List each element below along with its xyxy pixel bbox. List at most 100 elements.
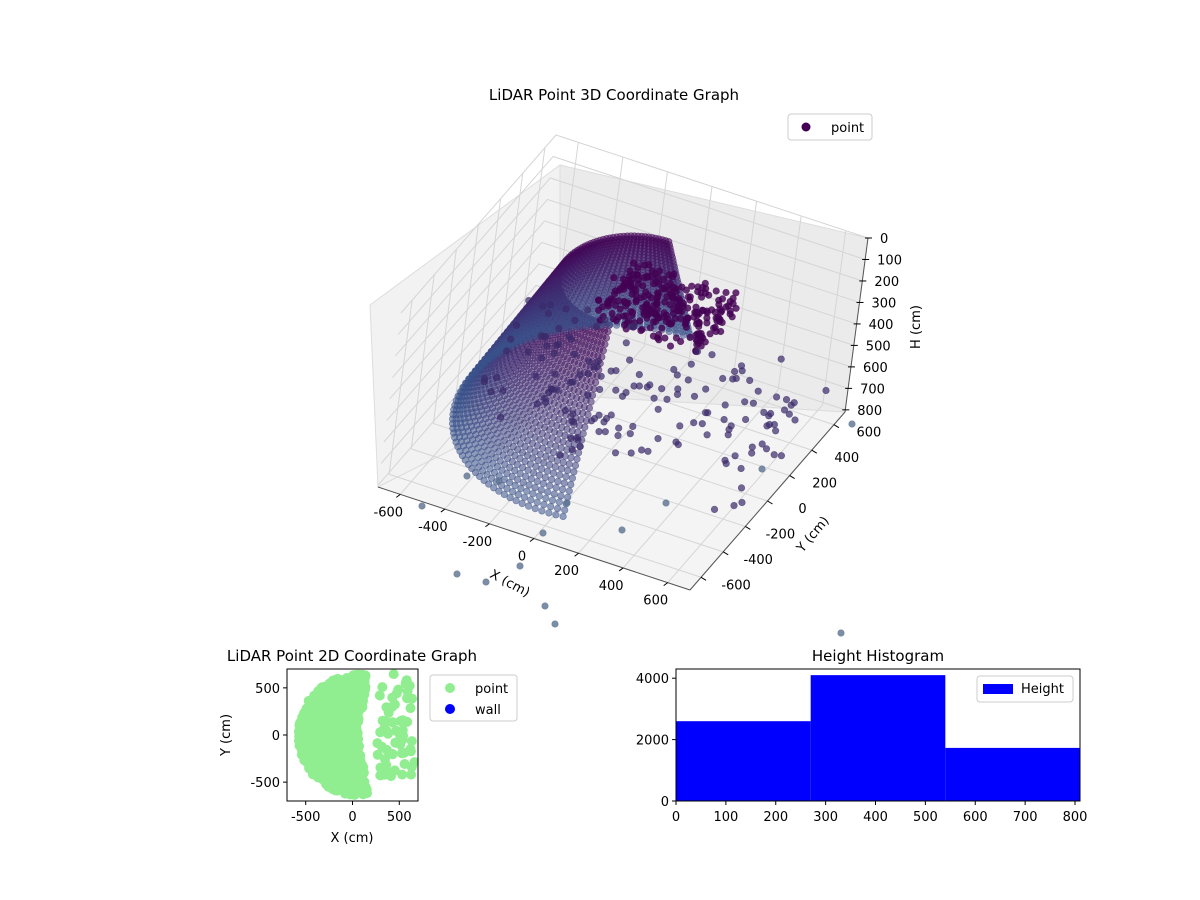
cloud-point-3d — [708, 351, 716, 359]
cloud-point-3d — [635, 371, 643, 379]
y-tick-label-2d: 0 — [272, 729, 280, 744]
cloud-point-3d — [674, 307, 682, 315]
cloud-point-3d — [591, 378, 600, 387]
cloud-point-3d — [549, 469, 558, 477]
cloud-point-3d — [644, 447, 652, 455]
cloud-point-3d — [493, 373, 501, 382]
cloud-point-3d — [702, 385, 710, 393]
legend-2d-point-label: point — [475, 682, 508, 697]
chart-2d-title: LiDAR Point 2D Coordinate Graph — [227, 647, 477, 665]
cloud-point-3d — [527, 475, 535, 483]
cloud-point-3d — [527, 496, 535, 504]
scatter-point-2d — [314, 761, 325, 772]
cloud-point-3d — [508, 488, 517, 496]
scatter-point-2d — [324, 678, 335, 689]
z-tick-label-3d: 600 — [863, 361, 888, 376]
cloud-point-3d — [670, 365, 678, 374]
cloud-point-3d — [561, 506, 569, 514]
cloud-point-3d — [706, 330, 714, 338]
scatter-point-2d — [335, 732, 346, 743]
scatter-point-2d — [335, 748, 346, 759]
cloud-point-3d — [674, 441, 682, 449]
z-tick-label-3d: 0 — [880, 232, 888, 247]
legend-histogram: Height — [976, 675, 1074, 703]
x-tick-label-3d: 400 — [599, 579, 624, 594]
cloud-point-3d — [662, 282, 670, 290]
cloud-point-3d — [552, 484, 560, 492]
cloud-point-3d — [567, 335, 575, 344]
cloud-point-3d — [551, 370, 559, 378]
cloud-point-3d — [538, 507, 546, 515]
cloud-point-3d — [697, 293, 706, 301]
cloud-point-3d — [693, 317, 701, 325]
cloud-point-3d — [562, 473, 570, 481]
cloud-point-3d — [646, 324, 655, 332]
cloud-point-3d — [490, 484, 498, 492]
scatter-point-2d — [353, 774, 364, 785]
cloud-point-3d — [770, 451, 778, 459]
scatter-point-2d — [375, 727, 386, 738]
cloud-point-3d — [568, 417, 576, 425]
cloud-point-3d — [559, 512, 567, 521]
scatter-point-2d — [406, 769, 417, 780]
cloud-point-3d — [525, 481, 533, 489]
cloud-point-3d — [525, 335, 534, 343]
cloud-point-3d — [555, 498, 563, 506]
cloud-point-3d — [791, 416, 799, 424]
x-tick-label-2d: 0 — [348, 810, 356, 825]
cloud-point-3d — [719, 374, 727, 383]
scatter-point-2d — [302, 703, 313, 714]
cloud-point-3d — [738, 367, 746, 375]
legend-2d: point wall — [429, 674, 518, 722]
z-tick-label-3d: 200 — [874, 275, 899, 290]
cloud-point-3d — [701, 409, 710, 417]
scatter-point-2d — [325, 696, 336, 707]
cloud-point-3d — [772, 393, 781, 401]
scatter-point-2d — [295, 725, 306, 735]
cloud-point-3d — [567, 454, 575, 462]
cloud-point-3d — [544, 309, 553, 318]
cloud-point-3d — [643, 383, 651, 391]
cloud-point-3d — [712, 287, 720, 295]
scatter-point-2d — [342, 756, 353, 767]
cloud-point-3d — [584, 369, 592, 378]
scatter-point-2d — [360, 782, 371, 792]
cloud-point-3d — [531, 505, 539, 513]
z-tick-label-3d: 100 — [877, 253, 902, 268]
scatter-point-2d — [401, 675, 412, 686]
cloud-point-3d — [721, 401, 729, 409]
cloud-point-3d — [569, 410, 577, 418]
cloud-point-3d — [592, 322, 601, 331]
histogram-bar — [676, 721, 811, 801]
cloud-point-3d — [545, 388, 553, 396]
x-tick-label-histogram: 600 — [963, 810, 988, 825]
cloud-point-3d — [737, 484, 746, 492]
scatter-point-2d — [297, 712, 308, 723]
cloud-point-3d — [604, 327, 612, 336]
cloud-point-3d — [523, 487, 531, 495]
cloud-point-3d — [619, 275, 628, 283]
cloud-point-3d — [732, 374, 740, 383]
scatter-point-2d — [381, 760, 392, 771]
cloud-point-3d — [547, 475, 556, 484]
cloud-point-3d — [676, 337, 685, 346]
scatter-point-2d — [315, 719, 326, 730]
cloud-point-3d — [571, 461, 580, 470]
cloud-point-3d — [531, 483, 539, 492]
cloud-point-3d — [703, 431, 711, 439]
cloud-point-3d — [730, 502, 738, 510]
cloud-point-3d — [590, 363, 598, 371]
scatter-point-2d — [352, 716, 363, 726]
cloud-point-3d — [568, 445, 576, 454]
scatter-point-2d — [389, 699, 400, 710]
cloud-point-3d — [587, 417, 596, 425]
cloud-point-3d — [748, 443, 756, 451]
cloud-point-3d — [724, 431, 732, 439]
cloud-point-3d — [567, 435, 575, 443]
cloud-point-3d — [658, 385, 666, 393]
scatter-point-2d — [377, 682, 388, 693]
cloud-point-3d — [660, 275, 668, 284]
cloud-point-3d — [503, 469, 511, 478]
cloud-point-3d — [622, 389, 630, 397]
cloud-point-3d — [693, 341, 701, 349]
